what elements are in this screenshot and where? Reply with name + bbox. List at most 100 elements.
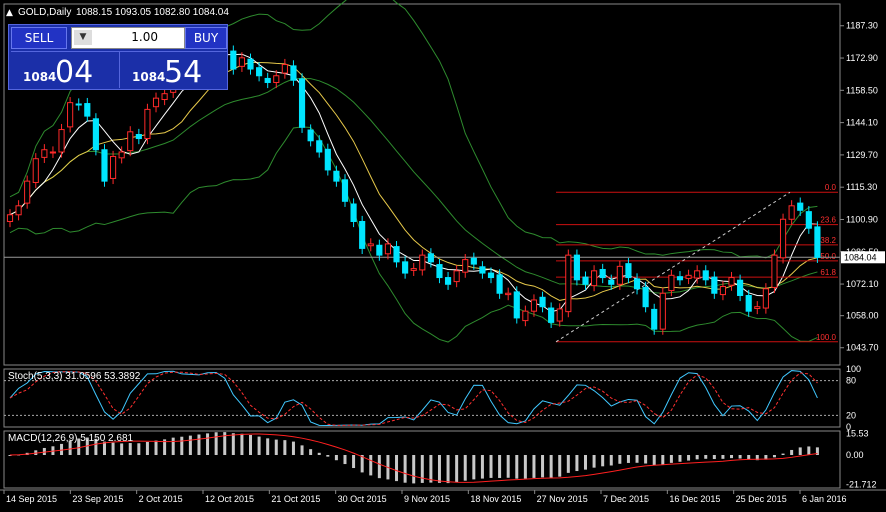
macd-histogram-bar (781, 453, 785, 455)
candle-body (127, 131, 134, 152)
candle-body (582, 276, 589, 285)
candle-body (487, 272, 495, 279)
macd-histogram-bar (712, 455, 716, 460)
time-tick-label: 7 Dec 2015 (603, 494, 649, 504)
macd-histogram-bar (523, 455, 527, 479)
fib-level-label: 100.0 (816, 333, 837, 342)
candle-body (49, 151, 57, 154)
candle-body (273, 75, 280, 83)
macd-histogram-bar (455, 455, 459, 483)
macd-histogram-bar (102, 441, 106, 455)
candle-body (702, 270, 709, 281)
macd-histogram-bar (377, 455, 381, 479)
macd-histogram-bar (429, 455, 433, 483)
window-frame-0 (3, 3, 841, 366)
candle-body (556, 308, 563, 322)
candle-body (513, 291, 520, 319)
window-frame-2 (3, 430, 841, 489)
macd-histogram-bar (704, 455, 708, 459)
ask-price[interactable]: 1084 54 (119, 51, 228, 90)
macd-histogram-bar (352, 455, 356, 469)
macd-histogram-bar (695, 455, 699, 460)
macd-histogram-bar (42, 447, 46, 455)
candle-body (109, 155, 117, 179)
macd-histogram-bar (180, 436, 184, 455)
macd-histogram-bar (266, 438, 270, 455)
ma-white-line (9, 53, 818, 313)
candle-body (281, 64, 288, 74)
candle-body (41, 149, 48, 158)
candle-body (779, 218, 787, 259)
macd-histogram-bar (326, 455, 330, 457)
macd-histogram-bar (463, 455, 467, 481)
candle-body (659, 292, 666, 330)
candle-body (453, 270, 460, 283)
candle-body (633, 278, 641, 290)
buy-button[interactable]: BUY (185, 27, 227, 49)
price-tick-label: 1158.50 (846, 85, 878, 95)
macd-histogram-bar (609, 455, 613, 466)
candle-body (419, 254, 426, 271)
candle-body (573, 254, 580, 281)
macd-histogram-bar (601, 455, 605, 467)
candlestick-series (6, 36, 821, 335)
candle-body (479, 266, 486, 274)
macd-histogram-bar (626, 455, 630, 463)
macd-histogram-bar (343, 455, 347, 465)
macd-histogram-bar (154, 440, 158, 455)
macd-histogram-bar (283, 440, 287, 455)
macd-signal-line (9, 433, 818, 483)
macd-histogram-bar (395, 455, 399, 482)
candle-body (745, 294, 752, 312)
candle-body (101, 149, 108, 182)
main-window[interactable] (0, 3, 886, 491)
macd-histogram-bar (223, 432, 227, 455)
macd-histogram-bar (257, 436, 261, 455)
stoch-tick-label: 20 (846, 410, 856, 420)
macd-histogram-bar (558, 455, 562, 477)
candle-body (797, 202, 804, 211)
lot-size-input[interactable] (96, 29, 158, 45)
chevron-down-icon[interactable]: ▼ (74, 30, 92, 45)
candle-body (24, 180, 31, 204)
bb-lower-line (9, 126, 818, 343)
candle-body (685, 274, 692, 279)
fib-level-label: 23.6 (820, 216, 836, 225)
candle-body (118, 151, 125, 159)
candle-body (444, 277, 452, 285)
macd-tick-label: 15.53 (846, 429, 869, 439)
macd-histogram-bar (77, 438, 81, 455)
candle-body (711, 276, 718, 294)
current-price-label: 1084.04 (844, 252, 877, 262)
macd-histogram-bar (730, 455, 734, 459)
macd-window[interactable] (8, 432, 819, 484)
time-tick-label: 30 Oct 2015 (338, 494, 387, 504)
bid-price[interactable]: 1084 04 (11, 51, 119, 90)
macd-histogram-bar (206, 433, 210, 455)
chart-ohlc: 1088.15 1093.05 1082.80 1084.04 (76, 7, 229, 18)
macd-histogram-bar (274, 439, 278, 455)
sell-button[interactable]: SELL (11, 27, 67, 49)
candle-body (728, 277, 735, 286)
candle-body (15, 205, 22, 216)
macd-histogram-bar (437, 455, 441, 483)
candle-body (333, 170, 340, 182)
price-tick-label: 1100.90 (846, 214, 878, 224)
fib-level-label: 61.8 (820, 268, 836, 277)
price-tick-label: 1058.00 (846, 311, 879, 321)
macd-histogram-bar (687, 455, 691, 461)
macd-histogram-bar (403, 455, 407, 483)
candle-body (676, 276, 684, 281)
price-tick-label: 1043.70 (846, 343, 879, 353)
macd-histogram-bar (661, 455, 665, 465)
candle-body (238, 57, 245, 67)
macd-histogram-bar (128, 443, 132, 455)
macd-histogram-bar (575, 455, 579, 472)
macd-histogram-bar (807, 446, 811, 455)
stochastic-window[interactable] (4, 370, 840, 427)
fib-trendline[interactable] (555, 191, 791, 343)
symbol-triangle-icon: ▲ (6, 8, 13, 18)
candle-body (737, 279, 744, 296)
candle-body (92, 118, 99, 151)
candle-body (462, 259, 469, 273)
